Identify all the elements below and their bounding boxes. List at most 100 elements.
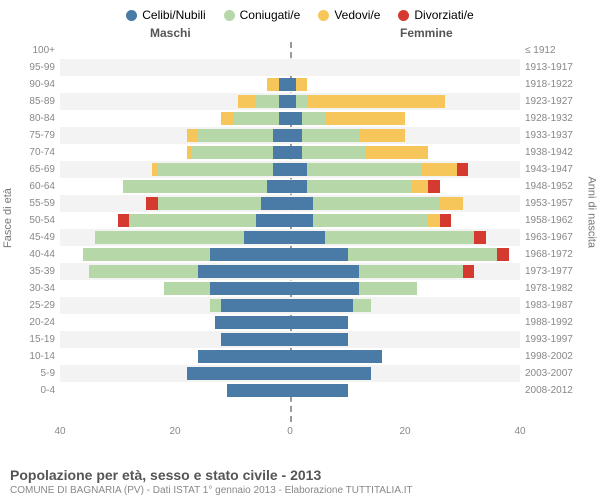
age-label: 70-74 <box>0 144 55 161</box>
bar-segment <box>325 112 406 125</box>
bar-segment <box>428 180 440 193</box>
bar-segment <box>313 214 428 227</box>
male-bar <box>198 350 290 363</box>
bar-segment <box>302 129 360 142</box>
bar-segment <box>422 163 457 176</box>
age-row <box>60 229 520 246</box>
birth-label: 1973-1977 <box>525 263 585 280</box>
female-bar <box>290 112 405 125</box>
birth-label: 1943-1947 <box>525 161 585 178</box>
bar-segment <box>198 265 290 278</box>
age-label: 95-99 <box>0 59 55 76</box>
x-tick: 20 <box>169 426 180 437</box>
chart-title: Popolazione per età, sesso e stato civil… <box>10 467 590 483</box>
age-row <box>60 246 520 263</box>
bar-segment <box>290 350 382 363</box>
header-male: Maschi <box>150 26 191 40</box>
bar-segment <box>313 197 440 210</box>
bar-segment <box>290 248 348 261</box>
age-label: 0-4 <box>0 382 55 399</box>
legend-label: Vedovi/e <box>334 8 380 22</box>
birth-label: 1998-2002 <box>525 348 585 365</box>
male-bar <box>187 367 291 380</box>
birth-label: ≤ 1912 <box>525 42 585 59</box>
footer: Popolazione per età, sesso e stato civil… <box>10 467 590 496</box>
male-bar <box>227 384 290 397</box>
age-row <box>60 212 520 229</box>
male-bar <box>187 146 291 159</box>
male-bar <box>215 316 290 329</box>
bar-segment <box>296 78 308 91</box>
male-bar <box>118 214 291 227</box>
age-row <box>60 348 520 365</box>
bar-segment <box>279 112 291 125</box>
bar-segment <box>365 146 428 159</box>
bar-segment <box>359 282 417 295</box>
age-label: 50-54 <box>0 212 55 229</box>
bar-segment <box>279 78 291 91</box>
age-label: 40-44 <box>0 246 55 263</box>
legend-swatch <box>224 10 235 21</box>
chart-subtitle: COMUNE DI BAGNARIA (PV) - Dati ISTAT 1° … <box>10 485 590 496</box>
birth-label: 1923-1927 <box>525 93 585 110</box>
gender-headers: Maschi Femmine <box>0 26 600 42</box>
bar-segment <box>118 214 130 227</box>
pyramid-chart: Fasce di età Anni di nascita 100+≤ 19129… <box>0 42 600 442</box>
bar-segment <box>296 95 308 108</box>
female-bar <box>290 197 463 210</box>
bar-segment <box>359 265 463 278</box>
legend-item: Coniugati/e <box>224 8 301 22</box>
birth-label: 1918-1922 <box>525 76 585 93</box>
birth-label: 1978-1982 <box>525 280 585 297</box>
age-label: 25-29 <box>0 297 55 314</box>
female-bar <box>290 214 451 227</box>
legend-item: Divorziati/e <box>398 8 473 22</box>
legend-swatch <box>398 10 409 21</box>
bar-segment <box>233 112 279 125</box>
bar-segment <box>221 299 290 312</box>
age-row <box>60 93 520 110</box>
bar-segment <box>273 163 290 176</box>
bar-segment <box>164 282 210 295</box>
bar-segment <box>221 112 233 125</box>
bar-segment <box>497 248 509 261</box>
bar-segment <box>273 146 290 159</box>
age-row <box>60 297 520 314</box>
female-bar <box>290 248 509 261</box>
bar-segment <box>198 129 273 142</box>
age-row <box>60 161 520 178</box>
female-bar <box>290 316 348 329</box>
legend-swatch <box>318 10 329 21</box>
legend-label: Coniugati/e <box>240 8 301 22</box>
bar-segment <box>290 265 359 278</box>
birth-label: 2003-2007 <box>525 365 585 382</box>
bar-segment <box>440 197 463 210</box>
bar-segment <box>158 163 273 176</box>
bar-segment <box>273 129 290 142</box>
legend-label: Celibi/Nubili <box>142 8 205 22</box>
bar-segment <box>89 265 198 278</box>
bar-segment <box>227 384 290 397</box>
female-bar <box>290 367 371 380</box>
legend-item: Vedovi/e <box>318 8 380 22</box>
legend-swatch <box>126 10 137 21</box>
age-row <box>60 263 520 280</box>
female-bar <box>290 180 440 193</box>
bar-segment <box>129 214 256 227</box>
bar-segment <box>95 231 245 244</box>
x-axis: 402002040 <box>60 426 520 442</box>
bar-segment <box>463 265 475 278</box>
bar-segment <box>238 95 255 108</box>
male-bar <box>238 95 290 108</box>
female-bar <box>290 333 348 346</box>
legend-item: Celibi/Nubili <box>126 8 205 22</box>
birth-label: 1968-1972 <box>525 246 585 263</box>
male-bar <box>95 231 291 244</box>
x-tick: 40 <box>54 426 65 437</box>
bar-segment <box>290 333 348 346</box>
bar-segment <box>457 163 469 176</box>
female-bar <box>290 265 474 278</box>
bar-segment <box>428 214 440 227</box>
bar-segment <box>290 180 307 193</box>
bar-segment <box>146 197 158 210</box>
